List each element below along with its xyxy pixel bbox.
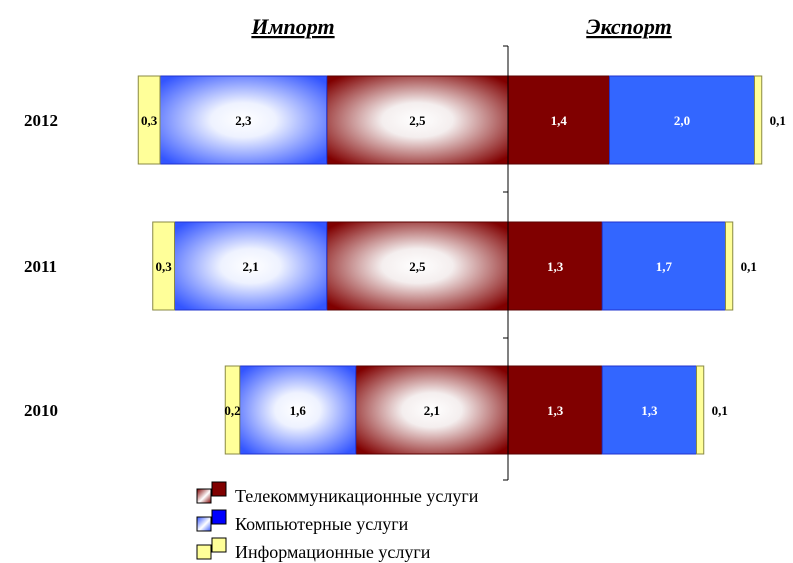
legend-swatch-export-information <box>212 538 226 552</box>
label-export-telecom-2011: 1,3 <box>547 259 564 274</box>
label-import-telecom-2012: 2,5 <box>409 113 426 128</box>
label-export-telecom-2012: 1,4 <box>551 113 568 128</box>
export-header: Экспорт <box>586 14 671 39</box>
label-import-computer-2010: 1,6 <box>290 403 307 418</box>
legend-label-computer: Компьютерные услуги <box>235 514 409 534</box>
import-header: Импорт <box>250 14 334 39</box>
label-import-telecom-2011: 2,5 <box>409 259 426 274</box>
label-export-computer-2010: 1,3 <box>641 403 658 418</box>
legend-swatch-import-computer <box>197 517 211 531</box>
legend-label-telecom: Телекоммуникационные услуги <box>235 486 479 506</box>
legend-swatch-import-information <box>197 545 211 559</box>
bar-export-information-2012 <box>755 76 762 164</box>
year-label-2011: 2011 <box>24 257 57 276</box>
label-export-computer-2012: 2,0 <box>674 113 690 128</box>
label-import-computer-2011: 2,1 <box>243 259 259 274</box>
label-export-telecom-2010: 1,3 <box>547 403 564 418</box>
bars-layer: 2012 2,5 2,3 0,3 1,4 2,0 0,1 2011 2,5 2,1 0,3 1,3 1,… <box>24 76 786 454</box>
label-import-information-2012: 0,3 <box>141 113 158 128</box>
label-export-information-2011: 0,1 <box>741 259 757 274</box>
year-label-2010: 2010 <box>24 401 58 420</box>
legend-label-information: Информационные услуги <box>235 542 431 562</box>
bar-export-information-2010 <box>697 366 704 454</box>
label-import-information-2011: 0,3 <box>156 259 173 274</box>
label-export-information-2010: 0,1 <box>712 403 728 418</box>
legend: Телекоммуникационные услуги Компьютерные … <box>197 482 479 562</box>
label-export-computer-2011: 1,7 <box>656 259 673 274</box>
label-import-computer-2012: 2,3 <box>235 113 252 128</box>
label-import-telecom-2010: 2,1 <box>424 403 440 418</box>
label-export-information-2012: 0,1 <box>770 113 786 128</box>
legend-swatch-export-computer <box>212 510 226 524</box>
bar-export-information-2011 <box>726 222 733 310</box>
year-label-2012: 2012 <box>24 111 58 130</box>
legend-swatch-import-telecom <box>197 489 211 503</box>
label-import-information-2010: 0,2 <box>224 403 240 418</box>
legend-swatch-export-telecom <box>212 482 226 496</box>
